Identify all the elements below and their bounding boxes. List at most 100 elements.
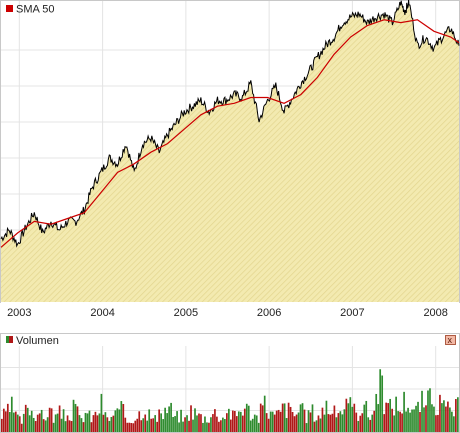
- close-icon[interactable]: x: [448, 335, 453, 345]
- volume-bar: [263, 395, 266, 432]
- volume-bar: [50, 408, 53, 432]
- volume-bar: [164, 407, 166, 432]
- volume-bar: [335, 417, 338, 432]
- volume-bar: [228, 408, 230, 432]
- volume-bar: [152, 418, 155, 432]
- volume-bar: [289, 406, 292, 432]
- volume-bar: [431, 404, 433, 432]
- volume-bar: [188, 420, 190, 432]
- volume-bar: [90, 422, 93, 432]
- volume-bar: [307, 410, 310, 432]
- sma-50-line: [0, 19, 460, 248]
- volume-bar: [4, 411, 7, 432]
- volume-bar: [321, 407, 324, 432]
- volume-bar: [233, 411, 236, 432]
- volume-bar: [401, 413, 403, 432]
- volume-bar: [210, 417, 212, 432]
- volume-bar: [10, 396, 13, 432]
- volume-bar: [68, 420, 71, 432]
- volume-bar: [172, 417, 174, 432]
- volume-bar: [243, 408, 246, 432]
- volume-bar: [178, 422, 180, 432]
- volume-bar: [313, 421, 316, 432]
- volume-bar: [108, 420, 111, 432]
- volume-close-button[interactable]: x: [445, 335, 456, 345]
- volume-bar: [194, 408, 196, 432]
- volume-bar: [218, 421, 220, 432]
- volume-bar: [20, 423, 23, 432]
- x-tick-label: 2004: [90, 307, 114, 319]
- volume-bar: [297, 412, 300, 432]
- volume-bar: [303, 409, 306, 432]
- volume-bar: [134, 420, 137, 432]
- volume-bar: [132, 423, 135, 432]
- volume-bar: [204, 416, 206, 432]
- volume-bar: [78, 415, 81, 432]
- price-series-line: [0, 0, 460, 248]
- volume-bar: [355, 412, 358, 432]
- x-tick-label: 2005: [174, 307, 198, 319]
- volume-bar: [285, 418, 288, 432]
- volume-bar: [445, 406, 447, 432]
- volume-bar: [202, 422, 204, 432]
- volume-bar: [48, 407, 51, 432]
- volume-bar: [373, 410, 376, 432]
- volume-bar: [112, 415, 115, 432]
- volume-bar: [453, 416, 455, 432]
- volume-bar: [385, 402, 388, 432]
- volume-bar: [439, 394, 441, 432]
- volume-bar: [273, 414, 276, 432]
- volume-bar: [425, 405, 427, 432]
- volume-bar: [12, 412, 15, 432]
- volume-bar: [16, 414, 19, 432]
- volume-bar: [104, 412, 107, 432]
- volume-bar: [44, 420, 47, 432]
- volume-bar: [86, 413, 89, 432]
- volume-bar: [345, 398, 348, 432]
- volume-bar: [259, 403, 262, 432]
- volume-bar: [433, 406, 435, 432]
- volume-bar: [317, 415, 320, 432]
- volume-bar: [353, 403, 356, 432]
- volume-bar: [154, 415, 157, 432]
- close-button-box[interactable]: [445, 335, 456, 345]
- volume-bar: [391, 408, 393, 432]
- volume-bar: [144, 414, 147, 432]
- volume-bar: [190, 405, 192, 432]
- volume-bar: [447, 401, 449, 432]
- volume-bar: [327, 414, 330, 432]
- legend-sma-label: SMA 50: [16, 4, 55, 16]
- volume-bar: [255, 415, 258, 432]
- x-tick-label: 2008: [423, 307, 447, 319]
- volume-bar: [381, 375, 384, 432]
- volume-bar: [170, 402, 172, 432]
- volume-bar: [265, 413, 268, 432]
- x-axis-ticks: 2003 2004 2005 2006 2007 2008: [7, 307, 448, 319]
- volume-bar: [429, 388, 431, 432]
- volume-bar: [295, 414, 298, 432]
- volume-bar: [2, 408, 5, 432]
- volume-bar: [1, 418, 3, 432]
- volume-bar: [419, 411, 421, 432]
- volume-bar: [357, 420, 360, 432]
- volume-bar: [166, 413, 168, 432]
- volume-bar: [122, 404, 125, 432]
- volume-bar: [393, 415, 395, 432]
- legend-volume-label: Volumen: [16, 335, 59, 347]
- volume-bar: [293, 416, 296, 432]
- volume-bar: [275, 410, 278, 432]
- volume-bar: [92, 415, 95, 432]
- x-tick-label: 2003: [7, 307, 31, 319]
- volume-bar: [387, 403, 389, 432]
- volume-bar: [339, 411, 342, 432]
- volume-bar: [46, 417, 49, 432]
- volume-bar: [371, 414, 374, 432]
- volume-bar: [395, 396, 397, 432]
- volume-bar: [94, 411, 97, 432]
- volume-bar: [6, 403, 9, 432]
- volume-bar: [257, 422, 260, 432]
- volume-bar: [226, 413, 228, 432]
- volume-bar: [389, 398, 391, 432]
- volume-bar: [72, 399, 75, 432]
- volume-bar: [333, 405, 336, 432]
